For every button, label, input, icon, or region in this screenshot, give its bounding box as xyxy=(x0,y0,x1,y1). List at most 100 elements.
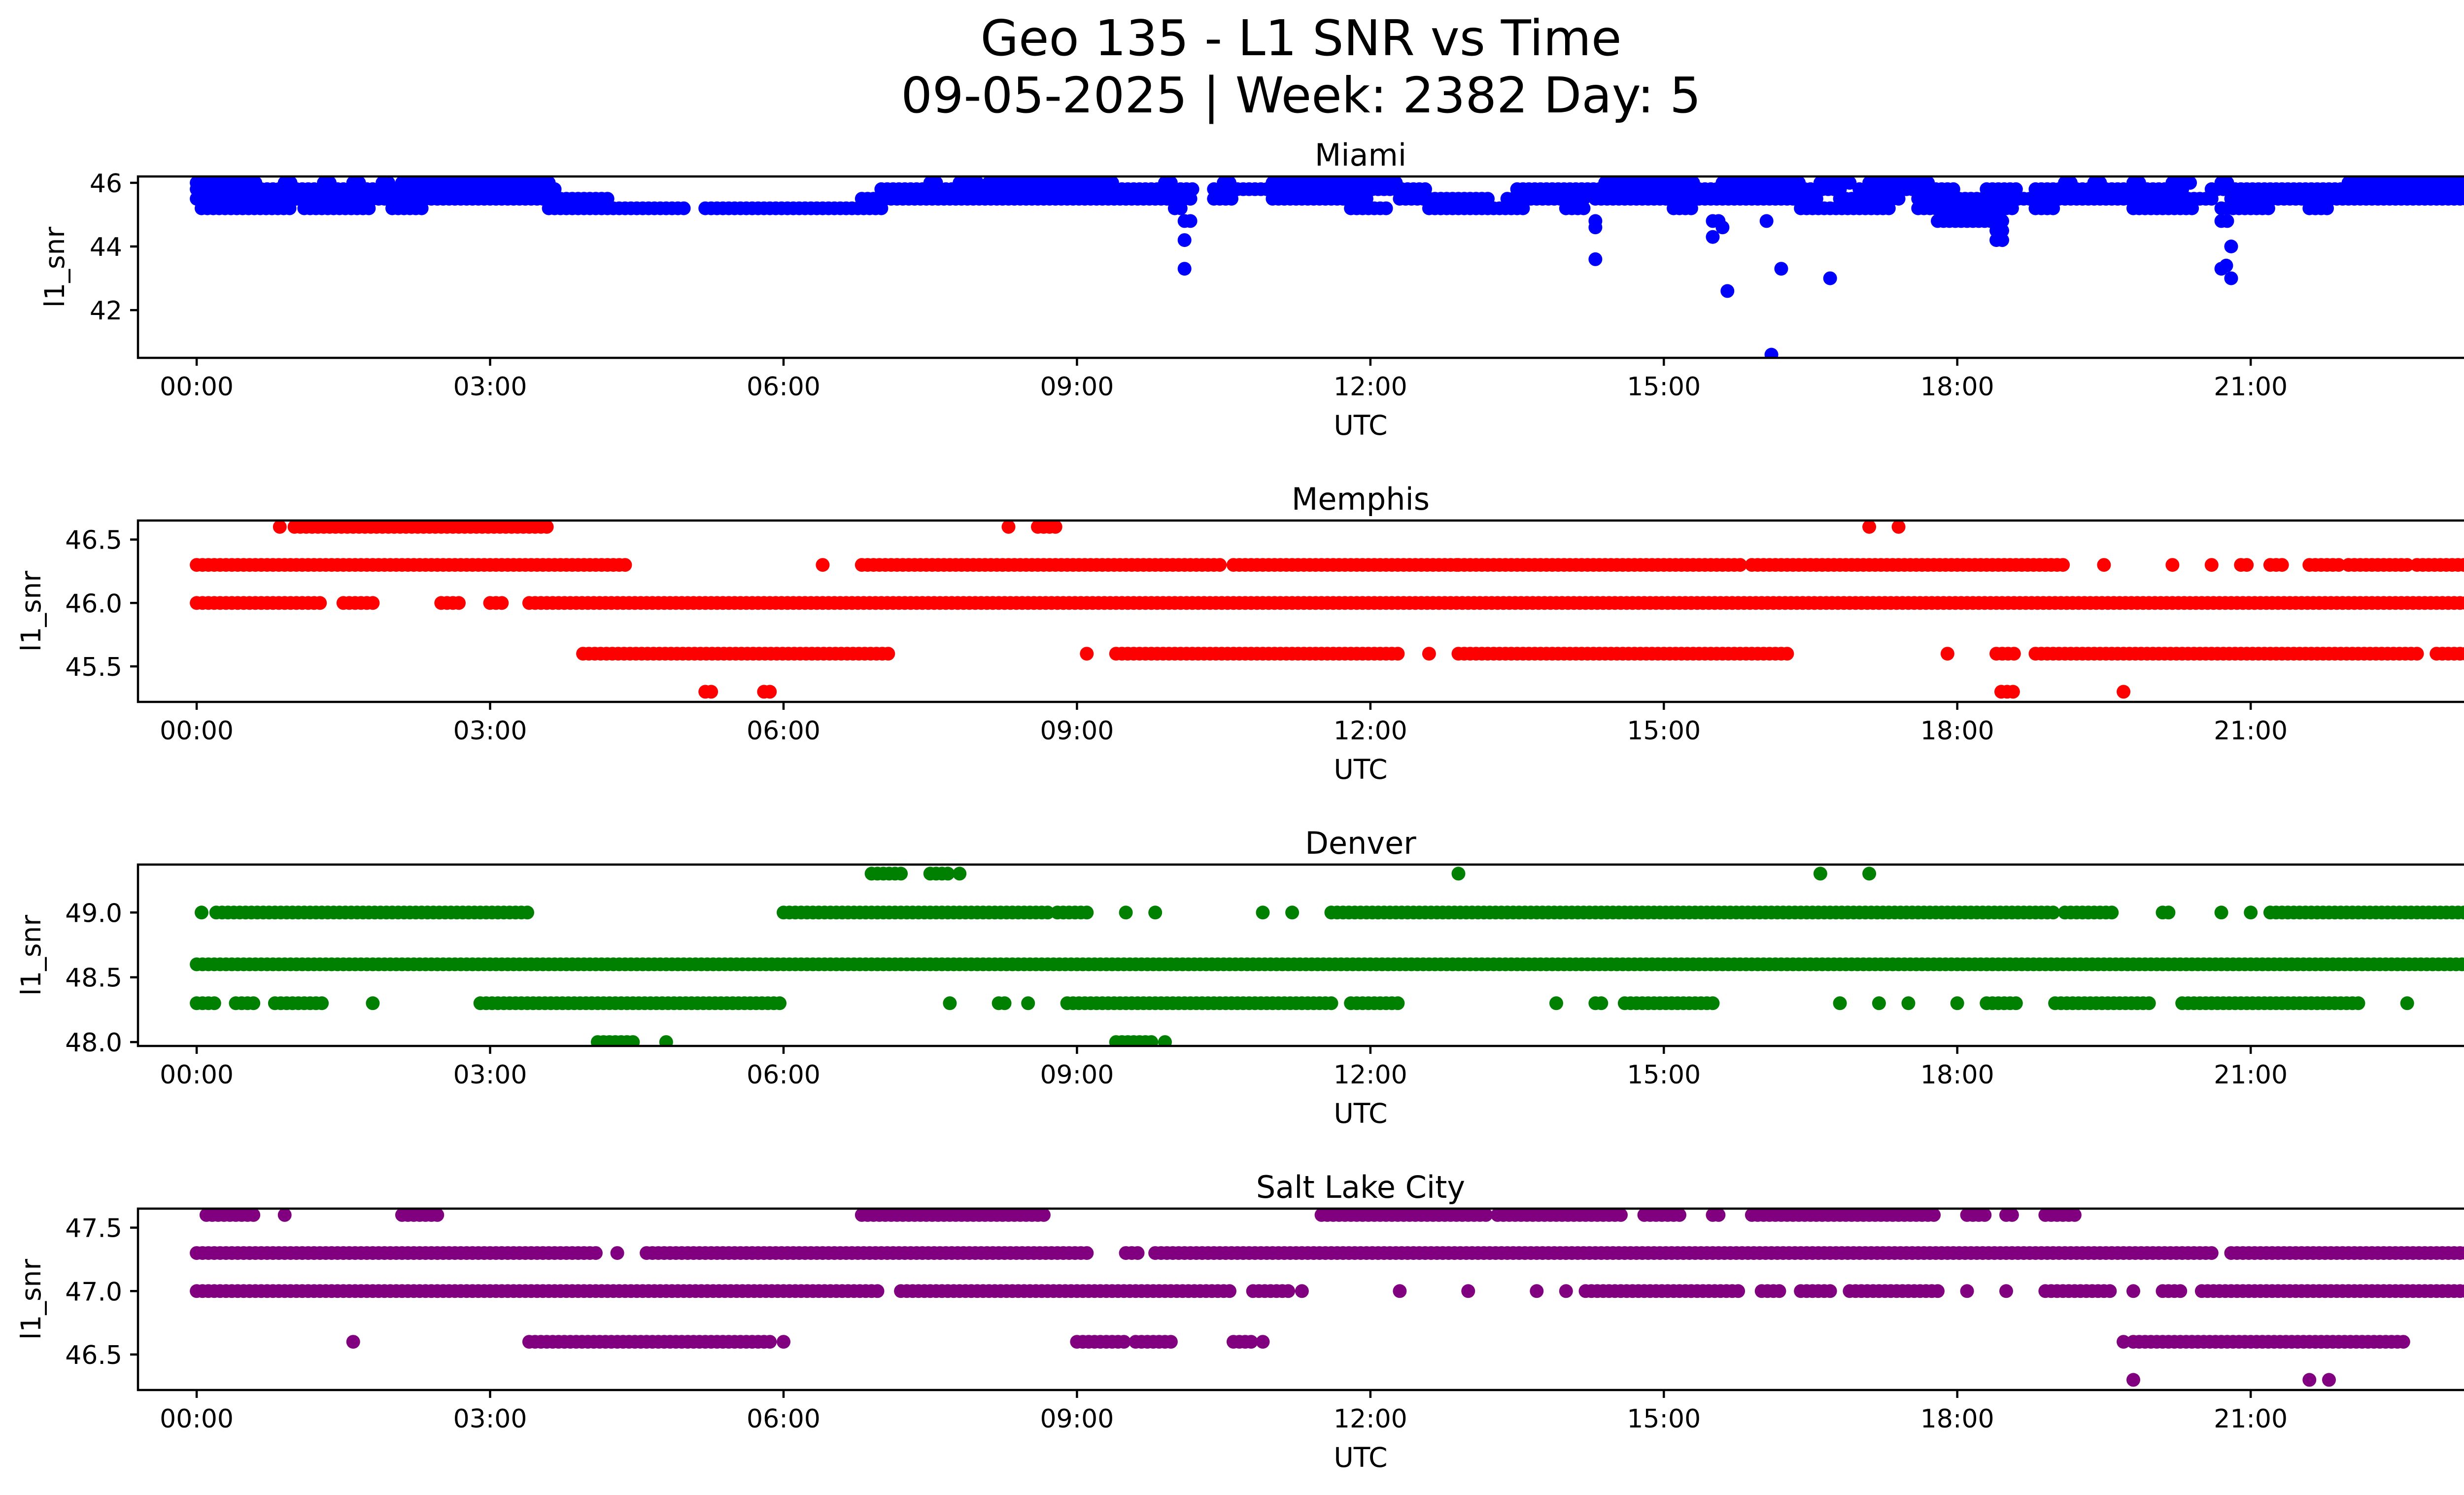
x-tick-label: 18:00 xyxy=(1920,1404,1994,1434)
data-point xyxy=(2240,558,2254,572)
data-point xyxy=(1379,201,1393,215)
x-tick-label: 06:00 xyxy=(747,372,821,402)
data-point xyxy=(1549,996,1563,1010)
data-point xyxy=(2459,1284,2464,1298)
data-point xyxy=(2400,558,2414,572)
data-point xyxy=(1772,1284,1786,1298)
chart-subtitle: 09-05-2025 | Week: 2382 Day: 5 xyxy=(901,67,1701,124)
x-tick-label: 15:00 xyxy=(1627,1060,1701,1090)
x-tick-label: 12:00 xyxy=(1334,372,1407,402)
data-point xyxy=(763,685,777,699)
y-axis: 42 44 46 xyxy=(90,169,138,326)
data-point xyxy=(1940,647,1954,661)
data-point xyxy=(2173,1284,2188,1298)
data-point xyxy=(2142,996,2156,1010)
x-tick-label: 12:00 xyxy=(1334,1060,1407,1090)
x-tick-label: 21:00 xyxy=(2214,1060,2288,1090)
data-point xyxy=(1036,1209,1051,1222)
y-tick-label: 42 xyxy=(90,296,122,326)
x-tick-label: 03:00 xyxy=(453,372,527,402)
y-tick-label: 46 xyxy=(90,169,122,199)
scatter-marks xyxy=(190,867,2464,1046)
data-point xyxy=(273,521,287,534)
data-point xyxy=(1960,1284,1974,1298)
y-tick-label: 46.5 xyxy=(65,1341,122,1370)
data-point xyxy=(1764,348,1779,358)
data-point xyxy=(540,521,554,534)
x-tick-label: 09:00 xyxy=(1040,1060,1114,1090)
y-axis-label: l1_snr xyxy=(15,571,47,652)
data-point xyxy=(362,201,376,215)
data-point xyxy=(246,1209,261,1222)
data-point xyxy=(1530,1284,1544,1298)
chart-title: Geo 135 - L1 SNR vs Time xyxy=(981,9,1622,67)
x-tick-label: 15:00 xyxy=(1627,1404,1701,1434)
data-point xyxy=(1594,996,1608,1010)
data-point xyxy=(2461,958,2464,971)
data-point xyxy=(2400,996,2414,1010)
data-point xyxy=(282,201,297,215)
data-point xyxy=(2046,905,2060,920)
x-axis: 00:00 03:00 06:00 09:00 12:00 15:00 18:00 21:00… xyxy=(160,358,2288,402)
data-point xyxy=(452,596,466,610)
data-point xyxy=(1451,867,1466,881)
data-point xyxy=(1080,647,1094,661)
data-point xyxy=(1164,1335,1178,1349)
data-point xyxy=(1559,1284,1573,1298)
x-tick-label: 12:00 xyxy=(1334,1404,1407,1434)
data-point xyxy=(1759,214,1774,228)
data-point xyxy=(414,201,429,215)
data-point xyxy=(430,1209,445,1222)
data-point xyxy=(870,1284,885,1298)
data-point xyxy=(997,996,1012,1010)
data-point xyxy=(1130,1246,1145,1260)
data-point xyxy=(520,905,534,920)
axes-frame xyxy=(137,175,2464,359)
y-tick-label: 49.0 xyxy=(65,899,122,928)
y-axis: 46.5 47.0 47.5 xyxy=(65,1214,138,1370)
data-point xyxy=(2322,1373,2336,1387)
data-point xyxy=(2220,214,2234,228)
data-point xyxy=(1148,905,1163,920)
panel-salt-lake-city: Salt Lake City 00:00 03:00 06:00 09:00 12:00… xyxy=(15,1169,2464,1473)
data-point xyxy=(2165,558,2180,572)
data-point xyxy=(1813,867,1827,881)
data-point xyxy=(2007,647,2021,661)
data-point xyxy=(1461,1284,1475,1298)
data-point xyxy=(1391,996,1405,1010)
x-tick-label: 15:00 xyxy=(1627,716,1701,746)
x-tick-label: 09:00 xyxy=(1040,372,1114,402)
data-point xyxy=(246,996,261,1010)
y-tick-label: 46.0 xyxy=(65,589,122,619)
data-point xyxy=(2396,1335,2410,1349)
axes-frame xyxy=(137,519,2464,703)
data-point xyxy=(1177,262,1192,276)
data-point xyxy=(2457,905,2464,920)
data-point xyxy=(1614,1209,1628,1222)
data-point xyxy=(2261,201,2275,215)
data-point xyxy=(1144,1035,1159,1046)
data-point xyxy=(2117,1335,2131,1349)
data-point xyxy=(2320,201,2334,215)
x-tick-label: 03:00 xyxy=(453,716,527,746)
data-point xyxy=(2046,201,2060,215)
data-point xyxy=(2204,1246,2219,1260)
data-point xyxy=(2126,1284,2140,1298)
data-point xyxy=(763,1335,777,1349)
x-tick-label: 00:00 xyxy=(160,1404,234,1434)
data-point xyxy=(1882,201,1896,215)
y-tick-label: 45.5 xyxy=(65,653,122,682)
data-point xyxy=(366,996,380,1010)
scatter-marks xyxy=(190,1209,2464,1387)
data-point xyxy=(2097,558,2111,572)
data-point xyxy=(1479,1209,1493,1222)
x-tick-label: 00:00 xyxy=(160,372,234,402)
y-tick-label: 47.0 xyxy=(65,1277,122,1307)
data-point xyxy=(1733,558,1747,572)
axes-frame xyxy=(137,1207,2464,1391)
data-point xyxy=(2224,271,2238,285)
data-point xyxy=(953,867,967,881)
data-point xyxy=(1901,996,1916,1010)
data-point xyxy=(1999,1284,2013,1298)
data-point xyxy=(2067,1209,2082,1222)
